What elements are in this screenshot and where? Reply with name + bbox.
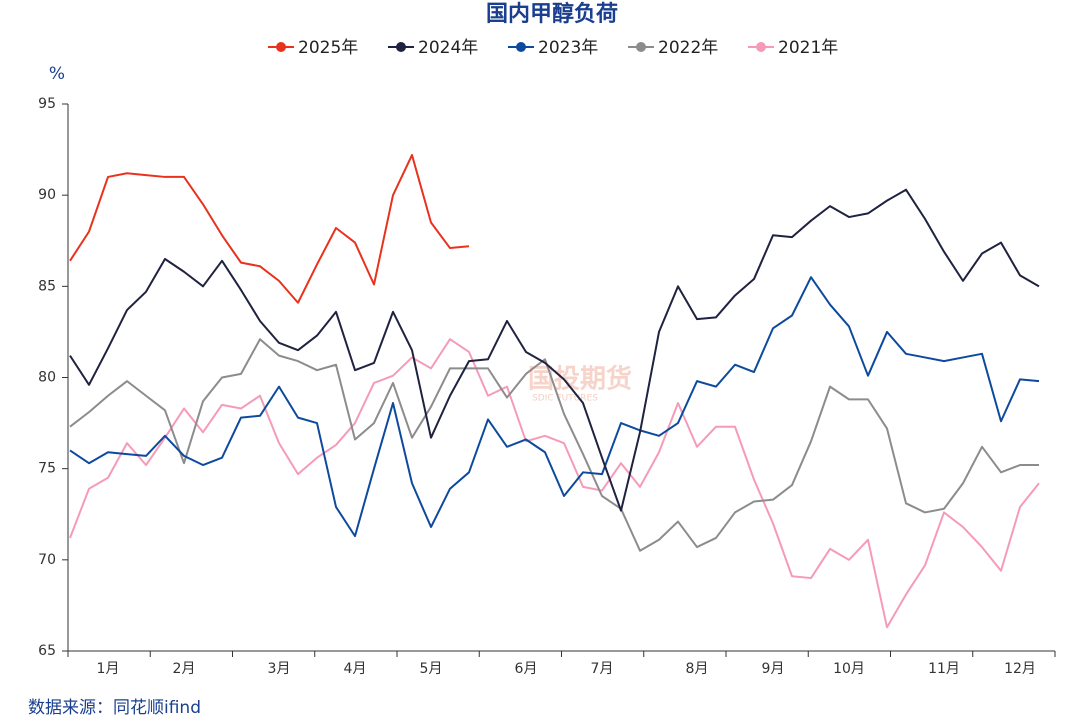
x-tick-label: 8月 xyxy=(686,661,709,677)
legend-marker xyxy=(756,42,766,52)
y-tick-label: 80 xyxy=(38,370,56,386)
watermark-sub: SDIC FUTURES xyxy=(532,394,598,404)
x-tick-label: 10月 xyxy=(833,661,865,677)
watermark: 国投期货 xyxy=(528,364,632,395)
series-line xyxy=(69,154,470,304)
x-tick-label: 5月 xyxy=(420,661,443,677)
legend-marker xyxy=(516,42,526,52)
x-tick-label: 4月 xyxy=(344,661,367,677)
y-tick-label: 75 xyxy=(38,461,56,477)
x-tick-label: 9月 xyxy=(762,661,785,677)
x-tick-label: 3月 xyxy=(268,661,291,677)
chart-title: 国内甲醇负荷 xyxy=(486,1,618,27)
legend-marker xyxy=(396,42,406,52)
legend-label: 2023年 xyxy=(538,38,598,58)
x-tick-label: 6月 xyxy=(515,661,538,677)
y-tick-label: 90 xyxy=(38,187,56,203)
x-tick-label: 2月 xyxy=(173,661,196,677)
legend-marker xyxy=(636,42,646,52)
x-tick-label: 1月 xyxy=(97,661,120,677)
y-tick-label: 85 xyxy=(38,278,56,294)
series-line xyxy=(69,338,1039,552)
y-tick-label: 70 xyxy=(38,552,56,568)
y-tick-label: 95 xyxy=(38,96,56,112)
legend-label: 2021年 xyxy=(778,38,838,58)
legend-label: 2024年 xyxy=(418,38,478,58)
series-line xyxy=(69,338,1040,629)
legend-label: 2022年 xyxy=(658,38,718,58)
source-note: 数据来源：同花顺ifind xyxy=(28,698,201,718)
x-tick-label: 7月 xyxy=(591,661,614,677)
y-axis-label: % xyxy=(49,64,65,84)
x-tick-label: 12月 xyxy=(1004,661,1036,677)
x-tick-label: 11月 xyxy=(928,661,960,677)
legend-marker xyxy=(276,42,286,52)
series-line xyxy=(69,188,1040,512)
series-line xyxy=(69,276,1040,538)
y-tick-label: 65 xyxy=(38,643,56,659)
legend-label: 2025年 xyxy=(298,38,358,58)
